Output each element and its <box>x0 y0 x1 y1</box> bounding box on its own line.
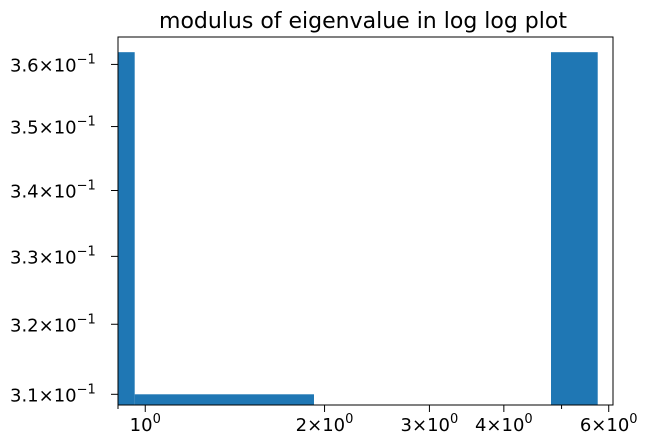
bar-4 <box>551 52 598 406</box>
x-axis: 100 2×100 3×100 4×100 6×100 <box>117 405 638 436</box>
x-tick-label-5: 6×100 <box>580 412 638 436</box>
y-tick-label-3: 3.3×10−1 <box>10 244 96 268</box>
x-tick-label-3: 3×100 <box>401 412 459 436</box>
y-tick-label-4: 3.4×10−1 <box>10 179 96 203</box>
x-tick-label-2: 2×100 <box>296 412 354 436</box>
y-tick-label-5: 3.5×10−1 <box>10 115 96 139</box>
y-tick-label-2: 3.2×10−1 <box>10 312 96 336</box>
y-tick-label-1: 3.1×10−1 <box>10 382 96 406</box>
y-tick-label-6: 3.6×10−1 <box>10 52 96 76</box>
plot-frame <box>117 36 614 406</box>
x-tick-label-4: 4×100 <box>475 412 533 436</box>
x-tick-label-1: 100 <box>130 412 161 436</box>
bars <box>118 52 598 406</box>
bar-2 <box>134 394 314 405</box>
y-axis: 3.1×10−1 3.2×10−1 3.3×10−1 3.4×10−1 3.5×10−1… <box>10 52 118 406</box>
bar-1 <box>118 52 135 406</box>
chart-title: modulus of eigenvalue in log log plot <box>159 9 567 34</box>
